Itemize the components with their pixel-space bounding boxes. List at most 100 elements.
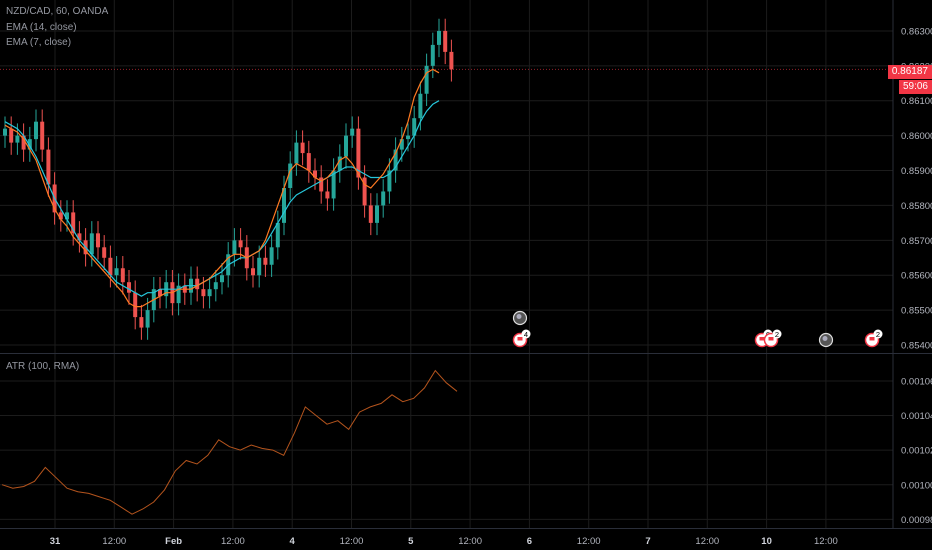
candlestick-series	[3, 18, 454, 340]
event-markers[interactable]: 4622	[512, 310, 883, 348]
candle-body	[114, 268, 119, 276]
time-tick-label: 12:00	[458, 536, 482, 547]
candle-body	[424, 65, 429, 94]
flag-event-icon[interactable]: 4	[512, 329, 531, 348]
candle-body	[77, 233, 82, 241]
time-tick-label: 6	[527, 536, 532, 547]
globe-event-icon[interactable]	[512, 310, 528, 326]
atr-axis[interactable]: 0.00106 0.00104 0.00102 0.00100 0.00098	[901, 376, 932, 525]
candle-body	[437, 30, 441, 45]
event-count-badge	[521, 329, 531, 339]
candle-body	[133, 292, 138, 318]
candle-body	[319, 177, 324, 192]
candle-body	[331, 170, 336, 199]
candle-body	[238, 240, 243, 248]
price-tick-label: 0.85500	[901, 306, 932, 317]
event-count: 2	[775, 330, 779, 339]
candle-body	[393, 149, 398, 171]
ema14-line	[4, 100, 440, 297]
atr-tick-label: 0.00106	[901, 376, 932, 387]
candle-body	[449, 51, 454, 70]
candle-body	[89, 233, 94, 255]
candle-body	[387, 170, 392, 192]
flag-shape	[759, 337, 765, 341]
atr-series	[1, 369, 458, 515]
time-tick-label: 12:00	[340, 536, 364, 547]
candle-body	[399, 139, 404, 150]
candle-body	[213, 282, 218, 290]
candle-body	[257, 257, 262, 276]
time-tick-label: 12:00	[695, 536, 719, 547]
candle-body	[282, 187, 286, 223]
globe-highlight	[516, 314, 522, 319]
candle-body	[71, 212, 76, 234]
bar-countdown-tag: 59:06	[898, 80, 932, 94]
flag-shape	[768, 337, 774, 341]
candle-body	[220, 275, 224, 283]
price-tick-label: 0.85600	[901, 271, 932, 282]
flag-shape	[517, 337, 523, 341]
candle-body	[15, 135, 20, 143]
price-tick-label: 0.85400	[901, 341, 932, 352]
atr-line	[1, 369, 458, 515]
candle-body	[195, 278, 200, 290]
candle-body	[207, 289, 212, 297]
time-tick-label: 12:00	[577, 536, 601, 547]
time-tick-label: 12:00	[102, 536, 126, 547]
candle-body	[443, 30, 448, 52]
price-tick-label: 0.85900	[901, 166, 932, 177]
candle-body	[21, 135, 26, 150]
candle-body	[176, 285, 181, 304]
candle-body	[368, 205, 373, 223]
candle-body	[325, 191, 330, 199]
candle-body	[356, 128, 361, 178]
price-tick-label: 0.85700	[901, 236, 932, 247]
candle-body	[381, 191, 386, 206]
globe-event-icon[interactable]	[818, 332, 834, 348]
candle-body	[288, 163, 293, 188]
time-tick-label: 12:00	[221, 536, 245, 547]
time-axis[interactable]: 31 12:00 Feb 12:00 4 12:00 5 12:00 6 12:00 7 12:00 1…	[50, 536, 838, 547]
time-tick-label: 5	[408, 536, 414, 547]
candle-body	[40, 121, 45, 150]
candle-body	[158, 289, 162, 297]
ema-series	[0, 68, 893, 308]
candle-body	[9, 128, 14, 143]
candle-body	[108, 257, 113, 276]
flag-event-icon[interactable]: 2	[763, 329, 782, 348]
candle-body	[350, 128, 355, 136]
event-count-badge	[873, 329, 883, 339]
candle-body	[430, 44, 435, 66]
grid-lines	[0, 0, 893, 528]
candle-body	[313, 170, 317, 178]
price-tick-label: 0.86000	[901, 131, 932, 142]
candle-body	[344, 135, 348, 157]
flag-event-icon[interactable]: 2	[864, 329, 883, 348]
ema7-legend[interactable]: EMA (7, close)	[6, 37, 72, 48]
candle-body	[127, 282, 131, 293]
atr-legend[interactable]: ATR (100, RMA)	[6, 361, 80, 372]
candle-body	[418, 93, 423, 119]
candle-body	[412, 118, 417, 136]
ema14-legend[interactable]: EMA (14, close)	[6, 22, 77, 33]
atr-tick-label: 0.00098	[901, 515, 932, 526]
candle-body	[294, 142, 299, 164]
candle-body	[102, 247, 107, 258]
symbol-legend[interactable]: NZD/CAD, 60, OANDA	[6, 6, 109, 17]
atr-tick-label: 0.00102	[901, 446, 932, 457]
time-tick-label: 10	[761, 536, 772, 547]
candle-body	[96, 233, 100, 248]
time-tick-label: 7	[645, 536, 650, 547]
flag-shape	[869, 337, 875, 341]
candle-body	[58, 212, 63, 220]
event-count-badge	[772, 329, 782, 339]
candle-body	[65, 212, 69, 220]
candle-body	[406, 135, 410, 140]
candle-body	[201, 289, 206, 297]
price-tick-label: 0.86100	[901, 96, 932, 107]
candle-body	[145, 310, 150, 328]
candle-body	[337, 156, 342, 171]
candle-body	[46, 149, 51, 185]
candle-body	[375, 205, 379, 223]
